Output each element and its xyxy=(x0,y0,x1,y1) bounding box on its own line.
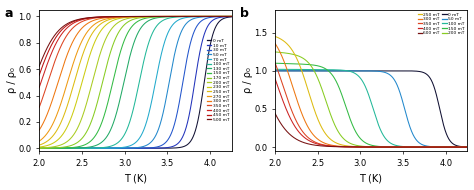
Legend: 250 mT, 300 mT, 350 mT, 400 mT, 600 mT, 0 mT, 50 mT, 100 mT, 150 mT, 200 mT: 250 mT, 300 mT, 350 mT, 400 mT, 600 mT, … xyxy=(417,12,465,36)
Text: b: b xyxy=(240,7,249,20)
Text: a: a xyxy=(5,7,13,20)
Y-axis label: ρ / ρ₀: ρ / ρ₀ xyxy=(7,67,17,93)
X-axis label: T (K): T (K) xyxy=(359,173,383,183)
Legend: 0 mT, 10 mT, 30 mT, 50 mT, 70 mT, 100 mT, 130 mT, 150 mT, 170 mT, 200 mT, 230 mT: 0 mT, 10 mT, 30 mT, 50 mT, 70 mT, 100 mT… xyxy=(207,39,229,122)
X-axis label: T (K): T (K) xyxy=(124,173,147,183)
Y-axis label: ρ / ρ₀: ρ / ρ₀ xyxy=(243,67,253,93)
